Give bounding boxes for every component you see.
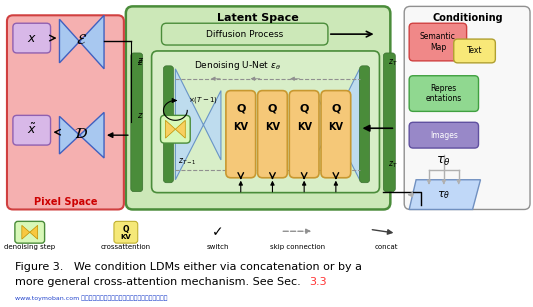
Text: ✓: ✓ — [212, 225, 224, 239]
Text: $\tau_\theta$: $\tau_\theta$ — [437, 155, 451, 169]
Polygon shape — [60, 15, 104, 69]
Text: Q: Q — [331, 103, 341, 113]
Text: Pixel Space: Pixel Space — [34, 196, 97, 207]
Text: z: z — [138, 56, 142, 65]
Text: z: z — [138, 58, 142, 67]
Text: denoising step: denoising step — [4, 244, 55, 250]
Text: $\times(T-1)$: $\times(T-1)$ — [188, 95, 219, 106]
Text: Text: Text — [467, 46, 482, 56]
Text: Repres
entations: Repres entations — [426, 84, 462, 103]
FancyBboxPatch shape — [321, 91, 351, 178]
Text: $\mathcal{E}$: $\mathcal{E}$ — [76, 32, 87, 47]
Polygon shape — [30, 225, 38, 239]
Polygon shape — [314, 69, 360, 180]
Text: $\tau_\theta$: $\tau_\theta$ — [437, 189, 450, 200]
FancyBboxPatch shape — [404, 6, 530, 209]
Text: Figure 3.   We condition LDMs either via concatenation or by a: Figure 3. We condition LDMs either via c… — [15, 262, 362, 272]
Text: KV: KV — [328, 122, 343, 132]
FancyBboxPatch shape — [7, 15, 124, 209]
Text: KV: KV — [120, 234, 131, 240]
Text: Q: Q — [236, 103, 245, 113]
Text: Latent Space: Latent Space — [217, 13, 298, 23]
Polygon shape — [165, 120, 175, 138]
FancyBboxPatch shape — [114, 221, 138, 243]
Text: $\tilde{x}$: $\tilde{x}$ — [27, 123, 37, 138]
Text: $x$: $x$ — [27, 32, 37, 45]
Polygon shape — [60, 112, 104, 158]
FancyBboxPatch shape — [15, 221, 45, 243]
Polygon shape — [175, 69, 221, 180]
FancyBboxPatch shape — [161, 23, 328, 45]
Text: Q: Q — [123, 225, 129, 234]
FancyBboxPatch shape — [13, 23, 51, 53]
Text: KV: KV — [233, 122, 248, 132]
Text: concat: concat — [375, 244, 398, 250]
FancyBboxPatch shape — [13, 115, 51, 145]
Text: Conditioning: Conditioning — [432, 13, 503, 23]
Text: KV: KV — [297, 122, 312, 132]
Text: Images: Images — [430, 131, 458, 140]
Text: Q: Q — [268, 103, 277, 113]
Text: z: z — [138, 111, 142, 120]
FancyBboxPatch shape — [160, 115, 190, 143]
Text: Semantic
Map: Semantic Map — [420, 32, 456, 52]
Text: switch: switch — [207, 244, 229, 250]
FancyBboxPatch shape — [289, 91, 319, 178]
Text: $z_{T-1}$: $z_{T-1}$ — [179, 157, 197, 167]
Text: KV: KV — [265, 122, 280, 132]
FancyBboxPatch shape — [257, 91, 287, 178]
Polygon shape — [175, 120, 185, 138]
Text: 3.3: 3.3 — [309, 277, 327, 287]
Text: $z_T$: $z_T$ — [389, 160, 398, 170]
FancyBboxPatch shape — [454, 39, 495, 63]
FancyBboxPatch shape — [409, 76, 479, 111]
FancyBboxPatch shape — [164, 66, 173, 183]
FancyBboxPatch shape — [151, 51, 379, 192]
FancyBboxPatch shape — [360, 66, 369, 183]
Text: skip connection: skip connection — [270, 244, 325, 250]
Text: www.toymoban.com 网络图片仅供展示，非存储，如有侵权请联系删除。: www.toymoban.com 网络图片仅供展示，非存储，如有侵权请联系删除。 — [15, 296, 167, 301]
Polygon shape — [22, 225, 30, 239]
Text: Diffusion Process: Diffusion Process — [206, 30, 284, 39]
FancyBboxPatch shape — [226, 91, 256, 178]
FancyBboxPatch shape — [126, 6, 390, 209]
FancyBboxPatch shape — [409, 122, 479, 148]
FancyBboxPatch shape — [131, 53, 143, 192]
Text: $\mathcal{D}$: $\mathcal{D}$ — [74, 126, 88, 141]
Text: crossattention: crossattention — [101, 244, 151, 250]
Text: more general cross-attention mechanism. See Sec.: more general cross-attention mechanism. … — [15, 277, 304, 287]
Polygon shape — [409, 180, 480, 209]
Text: $z_T$: $z_T$ — [389, 58, 398, 68]
FancyBboxPatch shape — [383, 53, 395, 192]
Text: Q: Q — [300, 103, 309, 113]
FancyBboxPatch shape — [409, 23, 466, 61]
Text: Denoising U-Net $\epsilon_\theta$: Denoising U-Net $\epsilon_\theta$ — [195, 59, 281, 72]
